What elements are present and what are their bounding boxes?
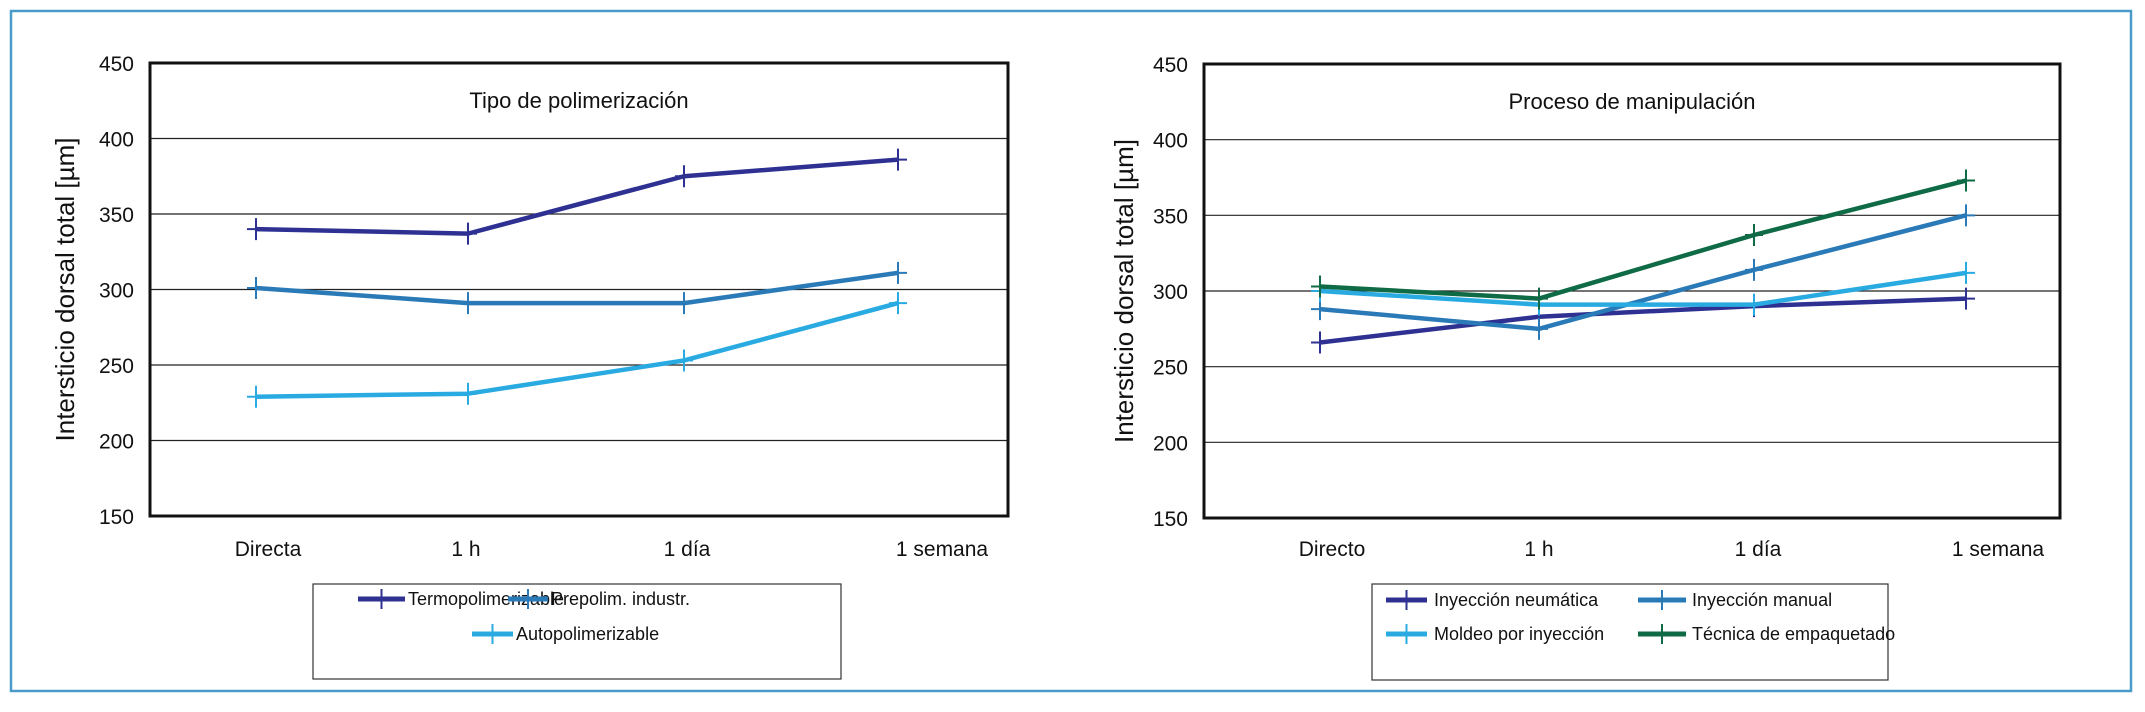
y-tick-label: 200 (1153, 432, 1188, 455)
x-tick-label: 1 día (1735, 538, 1782, 561)
data-point-marker (1957, 204, 1975, 227)
data-point-marker (459, 382, 477, 405)
legend-label: Inyección manual (1692, 590, 1832, 610)
x-tick-label: Directa (235, 538, 302, 561)
data-point-marker (459, 292, 477, 315)
data-point-marker (675, 349, 693, 372)
data-point-marker (1311, 275, 1329, 298)
data-point-marker (1957, 287, 1975, 310)
y-tick-label: 200 (99, 431, 134, 454)
chart-1: 150 200 250 300 350 400 450 Tipo de polimerizac… (50, 53, 1010, 680)
legend-label: Autopolimerizable (516, 624, 659, 644)
x-tick-label: 1 h (451, 538, 480, 561)
data-point-marker (1957, 169, 1975, 192)
data-point-marker (675, 165, 693, 188)
series-line-termopolimerizable (255, 157, 899, 236)
y-tick-label: 400 (1153, 130, 1188, 153)
y-tick-label: 250 (99, 355, 134, 378)
series-line-autopolimerizable (255, 300, 899, 399)
data-point-marker (675, 292, 693, 315)
y-tick-label: 250 (1153, 357, 1188, 380)
series-line-t-cnica-de-empaquetado (1319, 178, 1967, 301)
legend-label: Inyección neumática (1434, 590, 1599, 610)
y-axis-title: Intersticio dorsal total [µm] (1109, 139, 1139, 443)
series-line-prepolim-industr- (255, 270, 899, 306)
series-line-inyecci-n-neum-tica (1319, 296, 1967, 345)
y-tick-label: 300 (1153, 281, 1188, 304)
data-point-marker (1530, 317, 1548, 340)
data-point-marker (889, 292, 907, 315)
legend-label: Termopolimerizable (408, 589, 564, 609)
legend-box (1371, 583, 1889, 681)
legend-label: Técnica de empaquetado (1692, 624, 1895, 644)
x-tick-label: 1 semana (1952, 538, 2045, 561)
plot-area (148, 61, 1010, 518)
y-tick-label: 150 (99, 506, 134, 529)
y-tick-label: 450 (99, 53, 134, 76)
data-point-marker (247, 385, 265, 408)
legend-label: Moldeo por inyección (1434, 624, 1604, 644)
data-point-marker (1530, 287, 1548, 310)
plot-area (1202, 62, 2062, 520)
series-line-inyecci-n-manual (1319, 213, 1967, 332)
y-tick-label: 350 (99, 204, 134, 227)
data-point-marker (1745, 293, 1763, 316)
y-tick-label: 450 (1153, 54, 1188, 77)
chart-title: Proceso de manipulación (1508, 89, 1755, 114)
chart-title: Tipo de polimerización (469, 88, 688, 113)
y-axis-title: Intersticio dorsal total [µm] (50, 138, 80, 442)
data-point-marker (1311, 331, 1329, 354)
data-point-marker (1957, 261, 1975, 284)
legend: Inyección neumática Inyección manual Molde… (1371, 583, 1895, 681)
x-tick-label: 1 día (664, 538, 711, 561)
data-point-marker (1745, 258, 1763, 281)
y-tick-label: 300 (99, 280, 134, 303)
chart-2: 150 200 250 300 350 400 450 Proceso de manipula… (1109, 54, 2062, 681)
x-tick-label: 1 semana (896, 538, 989, 561)
y-tick-label: 350 (1153, 205, 1188, 228)
y-tick-label: 400 (99, 129, 134, 152)
legend-label: Prepolim. industr. (551, 589, 690, 609)
data-point-marker (889, 261, 907, 284)
data-point-marker (459, 222, 477, 245)
data-point-marker (247, 276, 265, 299)
figure-frame (9, 9, 2133, 693)
y-tick-label: 150 (1153, 508, 1188, 531)
x-tick-label: Directo (1299, 538, 1366, 561)
data-point-marker (1745, 224, 1763, 247)
data-point-marker (247, 218, 265, 241)
series-line-moldeo-por-inyecci-n (1319, 270, 1967, 307)
data-point-marker (889, 148, 907, 171)
x-tick-label: 1 h (1524, 538, 1553, 561)
